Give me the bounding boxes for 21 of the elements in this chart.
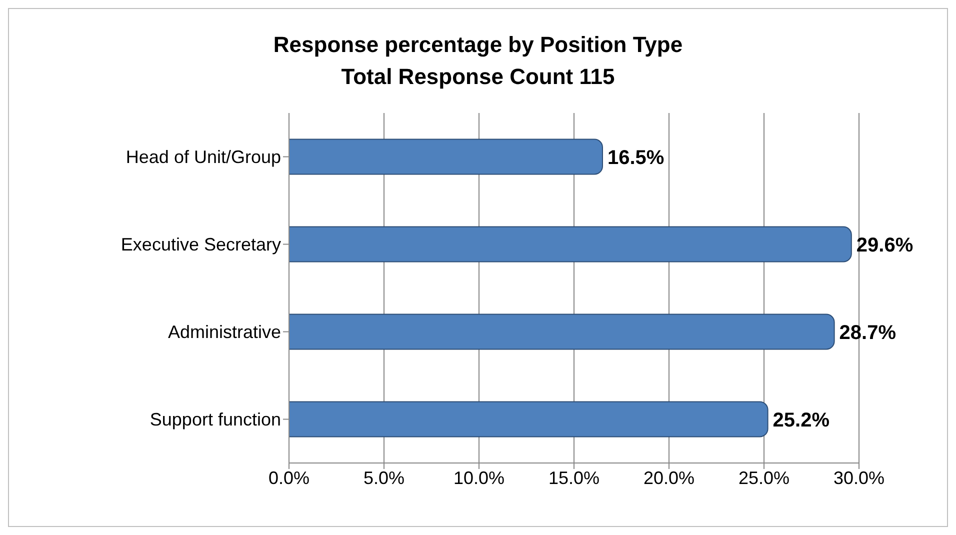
x-tick-label: 20.0% — [643, 468, 695, 488]
x-tick-label: 10.0% — [453, 468, 505, 488]
x-tick-label: 5.0% — [363, 468, 405, 488]
chart-subtitle: Total Response Count 115 — [340, 63, 616, 91]
data-label: 16.5% — [608, 146, 664, 169]
chart-title: Response percentage by Position Type — [272, 31, 684, 59]
bar — [289, 401, 768, 438]
bar — [289, 226, 852, 262]
bar — [289, 314, 835, 350]
y-tick-label: Executive Secretary — [120, 234, 281, 255]
data-label: 29.6% — [856, 234, 914, 256]
y-tick-label: Administrative — [168, 322, 281, 342]
x-tick-label: 0.0% — [268, 468, 310, 488]
y-tick-label: Support function — [150, 410, 281, 430]
x-tick-label: 15.0% — [548, 468, 600, 488]
bar — [289, 138, 603, 175]
y-tick-label: Head of Unit/Group — [126, 147, 281, 168]
data-label: 25.2% — [772, 409, 830, 432]
x-tick-label: 30.0% — [833, 468, 885, 488]
x-tick-label: 25.0% — [738, 468, 790, 488]
data-label: 28.7% — [839, 322, 896, 344]
